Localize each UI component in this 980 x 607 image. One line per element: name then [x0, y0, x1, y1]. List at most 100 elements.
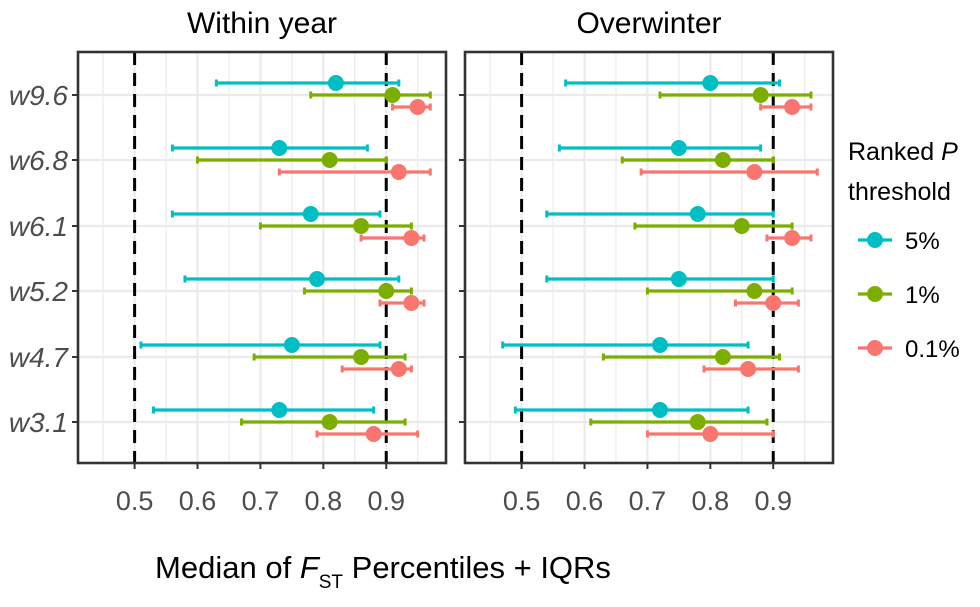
- legend-label: 1%: [905, 282, 940, 309]
- y-tick-label-w4-7: w4.7: [9, 342, 70, 373]
- point-range: [702, 361, 800, 377]
- point-range: [620, 152, 775, 168]
- point-range: [139, 337, 382, 353]
- median-point: [390, 164, 407, 180]
- point-range: [214, 75, 401, 91]
- median-point: [714, 349, 731, 365]
- median-point: [652, 402, 669, 418]
- point-range: [589, 414, 769, 430]
- median-point: [652, 337, 669, 353]
- median-point: [271, 402, 288, 418]
- point-range: [759, 99, 813, 115]
- x-tick-label: 0.7: [629, 486, 667, 516]
- median-point: [689, 414, 706, 430]
- median-point: [271, 140, 288, 156]
- median-point: [378, 283, 395, 299]
- axis-layer: Median of FST Percentiles + IQRs w9.6 w6.…: [9, 80, 611, 593]
- median-point: [353, 349, 370, 365]
- legend-keys: 5% 1% 0.1%: [858, 228, 960, 363]
- median-point: [403, 230, 420, 246]
- point-range: [196, 152, 388, 168]
- median-point: [740, 361, 757, 377]
- legend-label: 0.1%: [905, 336, 960, 363]
- median-point: [714, 152, 731, 168]
- point-range: [658, 87, 813, 103]
- y-tick-label-w9-6: w9.6: [9, 80, 69, 111]
- median-point: [752, 87, 769, 103]
- x-tick-label: 0.6: [566, 486, 604, 516]
- point-range: [633, 218, 794, 234]
- median-point: [283, 337, 300, 353]
- point-range: [765, 230, 813, 246]
- x-tick-label: 0.9: [367, 486, 405, 516]
- median-point: [670, 140, 687, 156]
- point-range: [378, 295, 426, 311]
- point-range: [359, 230, 426, 246]
- median-point: [365, 426, 382, 442]
- panel-border: [76, 50, 448, 465]
- panels-layer: Within year 0.5 0.6 0.7 0.8 0.9 Overwinter 0.5 0…: [72, 7, 835, 516]
- point-range: [391, 99, 432, 115]
- x-tick-label: 0.5: [503, 486, 541, 516]
- median-point: [390, 361, 407, 377]
- median-point: [403, 295, 420, 311]
- legend-item: 1%: [858, 282, 940, 309]
- median-point: [784, 99, 801, 115]
- point-range: [639, 164, 819, 180]
- panel-title-within-year: Within year: [187, 7, 337, 40]
- median-point: [409, 99, 426, 115]
- x-tick-label: 0.8: [692, 486, 730, 516]
- point-range: [513, 402, 750, 418]
- median-point: [784, 230, 801, 246]
- point-range: [252, 349, 407, 365]
- median-point: [327, 75, 344, 91]
- legend-key-point: [867, 286, 883, 302]
- median-point: [702, 75, 719, 91]
- x-tick-label: 0.8: [305, 486, 343, 516]
- median-point: [309, 271, 326, 287]
- legend-item: 0.1%: [858, 336, 960, 363]
- panel-overwinter: Overwinter 0.5 0.6 0.7 0.8 0.9: [459, 7, 835, 516]
- point-range: [277, 164, 432, 180]
- median-point: [321, 414, 338, 430]
- point-range: [733, 295, 800, 311]
- point-range: [564, 75, 782, 91]
- point-range: [645, 283, 794, 299]
- median-point: [302, 206, 319, 222]
- median-point: [746, 283, 763, 299]
- y-tick-label-w6-8: w6.8: [9, 145, 69, 176]
- y-tick-label-w3-1: w3.1: [9, 407, 68, 438]
- panel-border: [463, 50, 835, 465]
- point-range: [557, 140, 763, 156]
- point-range: [183, 271, 401, 287]
- x-tick-label: 0.5: [116, 486, 154, 516]
- legend-item: 5%: [858, 228, 940, 255]
- legend-key-point: [867, 340, 883, 356]
- point-range: [302, 283, 413, 299]
- x-tick-label: 0.9: [754, 486, 792, 516]
- point-range: [151, 402, 376, 418]
- point-range: [545, 271, 775, 287]
- point-range: [645, 426, 775, 442]
- y-tick-label-w5-2: w5.2: [9, 276, 69, 307]
- legend-title-line2: threshold: [848, 178, 951, 206]
- y-tick-label-w6-1: w6.1: [9, 211, 68, 242]
- point-range: [240, 414, 407, 430]
- point-range: [501, 337, 750, 353]
- median-point: [765, 295, 782, 311]
- legend: Ranked P threshold 5% 1% 0.1%: [848, 138, 960, 363]
- median-point: [702, 426, 719, 442]
- median-point: [353, 218, 370, 234]
- point-range: [315, 426, 420, 442]
- median-point: [733, 218, 750, 234]
- legend-key-point: [867, 232, 883, 248]
- point-range: [340, 361, 413, 377]
- point-range: [545, 206, 775, 222]
- median-point: [670, 271, 687, 287]
- point-range: [258, 218, 413, 234]
- legend-label: 5%: [905, 228, 940, 255]
- point-range: [601, 349, 782, 365]
- x-tick-label: 0.7: [242, 486, 280, 516]
- x-tick-label: 0.6: [179, 486, 217, 516]
